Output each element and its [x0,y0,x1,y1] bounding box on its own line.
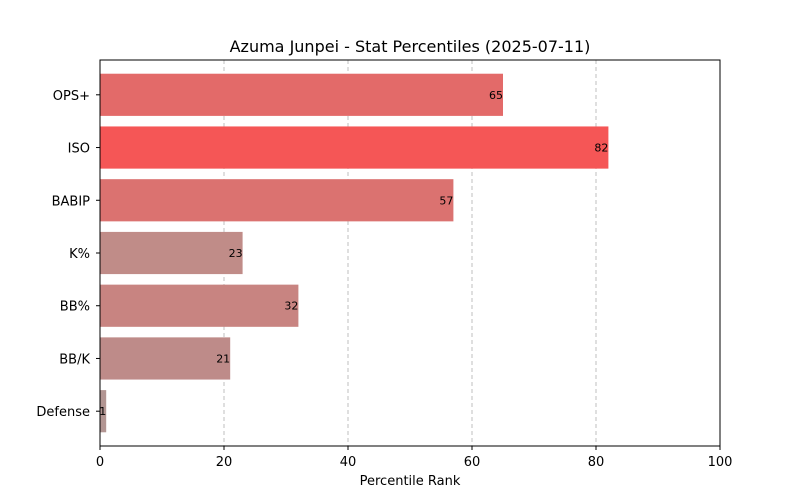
x-tick-label: 40 [340,455,357,470]
x-tick-label: 80 [588,455,605,470]
chart-title: Azuma Junpei - Stat Percentiles (2025-07… [230,37,591,56]
bar-bb [100,284,299,327]
y-tick-label: K% [69,247,90,262]
y-tick-label: BB/K [59,352,90,367]
bar-value-label: 23 [229,247,243,260]
x-tick-label: 0 [96,455,104,470]
bar-value-label: 32 [284,300,298,313]
bar-ops [100,73,503,116]
bar-babip [100,179,454,222]
bar-value-label: 21 [216,352,230,365]
bar-bb-k [100,337,231,380]
y-axis-ticks: OPS+ ISO BABIP K% BB% BB/K Defense [36,89,100,420]
bars [100,73,609,433]
bar-k [100,231,243,275]
bar-defense [100,390,107,433]
y-tick-label: BABIP [52,194,91,209]
bar-value-label: 1 [99,405,106,418]
y-tick-label: ISO [68,142,90,157]
x-tick-label: 20 [216,455,233,470]
grid-lines [223,60,597,446]
x-axis-ticks: 0 20 40 60 80 100 [96,446,733,470]
x-tick-label: 100 [708,455,733,470]
bar-value-label: 57 [439,194,453,207]
x-tick-label: 60 [464,455,481,470]
y-tick-label: BB% [60,300,90,315]
bar-value-labels: 65 82 57 23 32 21 1 [99,89,608,418]
bar-value-label: 65 [489,89,503,102]
bar-iso [100,126,609,169]
bar-value-label: 82 [594,142,608,155]
y-tick-label: Defense [36,405,90,420]
y-tick-label: OPS+ [53,89,90,104]
x-axis-label: Percentile Rank [360,474,461,489]
